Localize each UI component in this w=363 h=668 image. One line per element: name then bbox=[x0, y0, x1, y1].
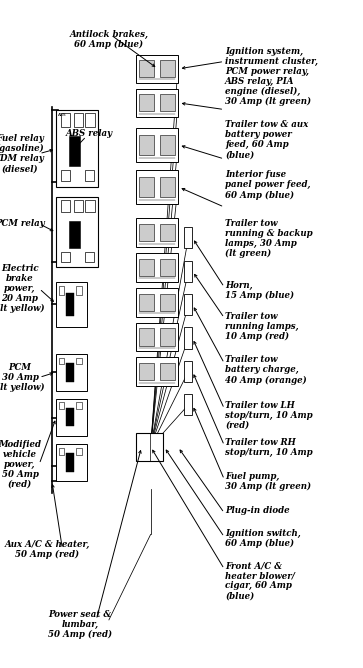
Bar bbox=[159, 94, 175, 112]
Text: ABS relay: ABS relay bbox=[65, 129, 113, 138]
Text: PCM relay: PCM relay bbox=[0, 219, 45, 228]
Bar bbox=[136, 288, 178, 317]
Bar bbox=[184, 327, 192, 349]
Bar bbox=[61, 200, 70, 212]
Text: Electric
brake
power,
20 Amp
(lt yellow): Electric brake power, 20 Amp (lt yellow) bbox=[0, 264, 44, 313]
Bar bbox=[136, 218, 178, 247]
Bar bbox=[86, 114, 95, 127]
Bar bbox=[159, 259, 175, 276]
Bar bbox=[86, 170, 94, 181]
Bar bbox=[136, 357, 178, 386]
Text: Front A/C &
heater blower/
cigar, 60 Amp
(blue): Front A/C & heater blower/ cigar, 60 Amp… bbox=[225, 561, 295, 601]
Text: Antilock brakes,
60 Amp (blue): Antilock brakes, 60 Amp (blue) bbox=[69, 30, 148, 49]
Bar bbox=[66, 363, 74, 381]
Bar bbox=[159, 294, 175, 311]
Bar bbox=[136, 433, 163, 461]
Text: Horn,
15 Amp (blue): Horn, 15 Amp (blue) bbox=[225, 281, 294, 300]
Bar bbox=[66, 293, 74, 316]
Bar bbox=[139, 329, 154, 345]
Bar bbox=[136, 128, 178, 162]
Bar bbox=[136, 55, 178, 83]
Bar bbox=[61, 114, 70, 127]
Text: Ignition switch,
60 Amp (blue): Ignition switch, 60 Amp (blue) bbox=[225, 529, 301, 548]
Bar bbox=[74, 114, 83, 127]
Text: Trailer tow
running & backup
lamps, 30 Amp
(lt green): Trailer tow running & backup lamps, 30 A… bbox=[225, 219, 313, 259]
Bar bbox=[66, 408, 74, 426]
Bar bbox=[56, 444, 87, 481]
Bar bbox=[139, 363, 154, 380]
Bar bbox=[56, 399, 87, 436]
Bar bbox=[59, 287, 64, 295]
Bar bbox=[56, 197, 98, 267]
Bar bbox=[159, 177, 175, 197]
Bar bbox=[76, 448, 82, 454]
Bar bbox=[184, 361, 192, 382]
Bar bbox=[56, 282, 87, 327]
Text: Trailer tow & aux
battery power
feed, 60 Amp
(blue): Trailer tow & aux battery power feed, 60… bbox=[225, 120, 308, 160]
Bar bbox=[184, 394, 192, 415]
Bar bbox=[136, 170, 178, 204]
Text: Fuel pump,
30 Amp (lt green): Fuel pump, 30 Amp (lt green) bbox=[225, 472, 311, 492]
Text: Ignition system,
instrument cluster,
PCM power relay,
ABS relay, PIA
engine (die: Ignition system, instrument cluster, PCM… bbox=[225, 47, 318, 106]
Bar bbox=[139, 135, 154, 155]
Bar bbox=[86, 252, 94, 262]
Text: Interior fuse
panel power feed,
60 Amp (blue): Interior fuse panel power feed, 60 Amp (… bbox=[225, 170, 311, 200]
Bar bbox=[61, 252, 70, 262]
Bar bbox=[59, 448, 64, 454]
Bar bbox=[76, 358, 82, 364]
Bar bbox=[136, 253, 178, 282]
Text: Modified
vehicle
power,
50 Amp
(red): Modified vehicle power, 50 Amp (red) bbox=[0, 440, 41, 489]
Bar bbox=[136, 323, 178, 351]
Bar bbox=[76, 402, 82, 409]
Bar bbox=[76, 287, 82, 295]
Bar bbox=[139, 294, 154, 311]
Bar bbox=[139, 177, 154, 197]
Text: ABS: ABS bbox=[58, 114, 67, 118]
Text: Trailer tow RH
stop/turn, 10 Amp: Trailer tow RH stop/turn, 10 Amp bbox=[225, 438, 313, 457]
Text: Power seat &
lumbar,
50 Amp (red): Power seat & lumbar, 50 Amp (red) bbox=[48, 610, 112, 639]
Bar bbox=[139, 259, 154, 276]
Bar bbox=[74, 200, 83, 212]
Bar bbox=[69, 136, 81, 166]
Bar bbox=[159, 224, 175, 241]
Bar bbox=[184, 294, 192, 315]
Bar bbox=[139, 94, 154, 112]
Bar bbox=[159, 329, 175, 345]
Bar bbox=[139, 60, 154, 77]
Bar bbox=[69, 221, 81, 248]
Text: Aux A/C & heater,
50 Amp (red): Aux A/C & heater, 50 Amp (red) bbox=[4, 540, 90, 558]
Text: Fuel relay
(gasoline)
IDM relay
(diesel): Fuel relay (gasoline) IDM relay (diesel) bbox=[0, 134, 44, 173]
Bar bbox=[159, 60, 175, 77]
Bar bbox=[59, 358, 64, 364]
Bar bbox=[136, 89, 178, 117]
Bar bbox=[139, 224, 154, 241]
Text: Trailer tow
running lamps,
10 Amp (red): Trailer tow running lamps, 10 Amp (red) bbox=[225, 312, 299, 341]
Text: Trailer tow
battery charge,
40 Amp (orange): Trailer tow battery charge, 40 Amp (oran… bbox=[225, 355, 307, 385]
Text: PCM
30 Amp
(lt yellow): PCM 30 Amp (lt yellow) bbox=[0, 363, 44, 392]
Bar bbox=[59, 402, 64, 409]
Bar bbox=[56, 110, 98, 187]
Bar bbox=[184, 261, 192, 282]
Bar bbox=[159, 363, 175, 380]
Bar bbox=[61, 170, 70, 181]
Bar bbox=[66, 454, 74, 472]
Bar bbox=[86, 200, 95, 212]
Bar bbox=[184, 227, 192, 248]
Text: Trailer tow LH
stop/turn, 10 Amp
(red): Trailer tow LH stop/turn, 10 Amp (red) bbox=[225, 401, 313, 430]
Text: Plug-in diode: Plug-in diode bbox=[225, 506, 290, 515]
Bar bbox=[159, 135, 175, 155]
Bar bbox=[56, 354, 87, 391]
